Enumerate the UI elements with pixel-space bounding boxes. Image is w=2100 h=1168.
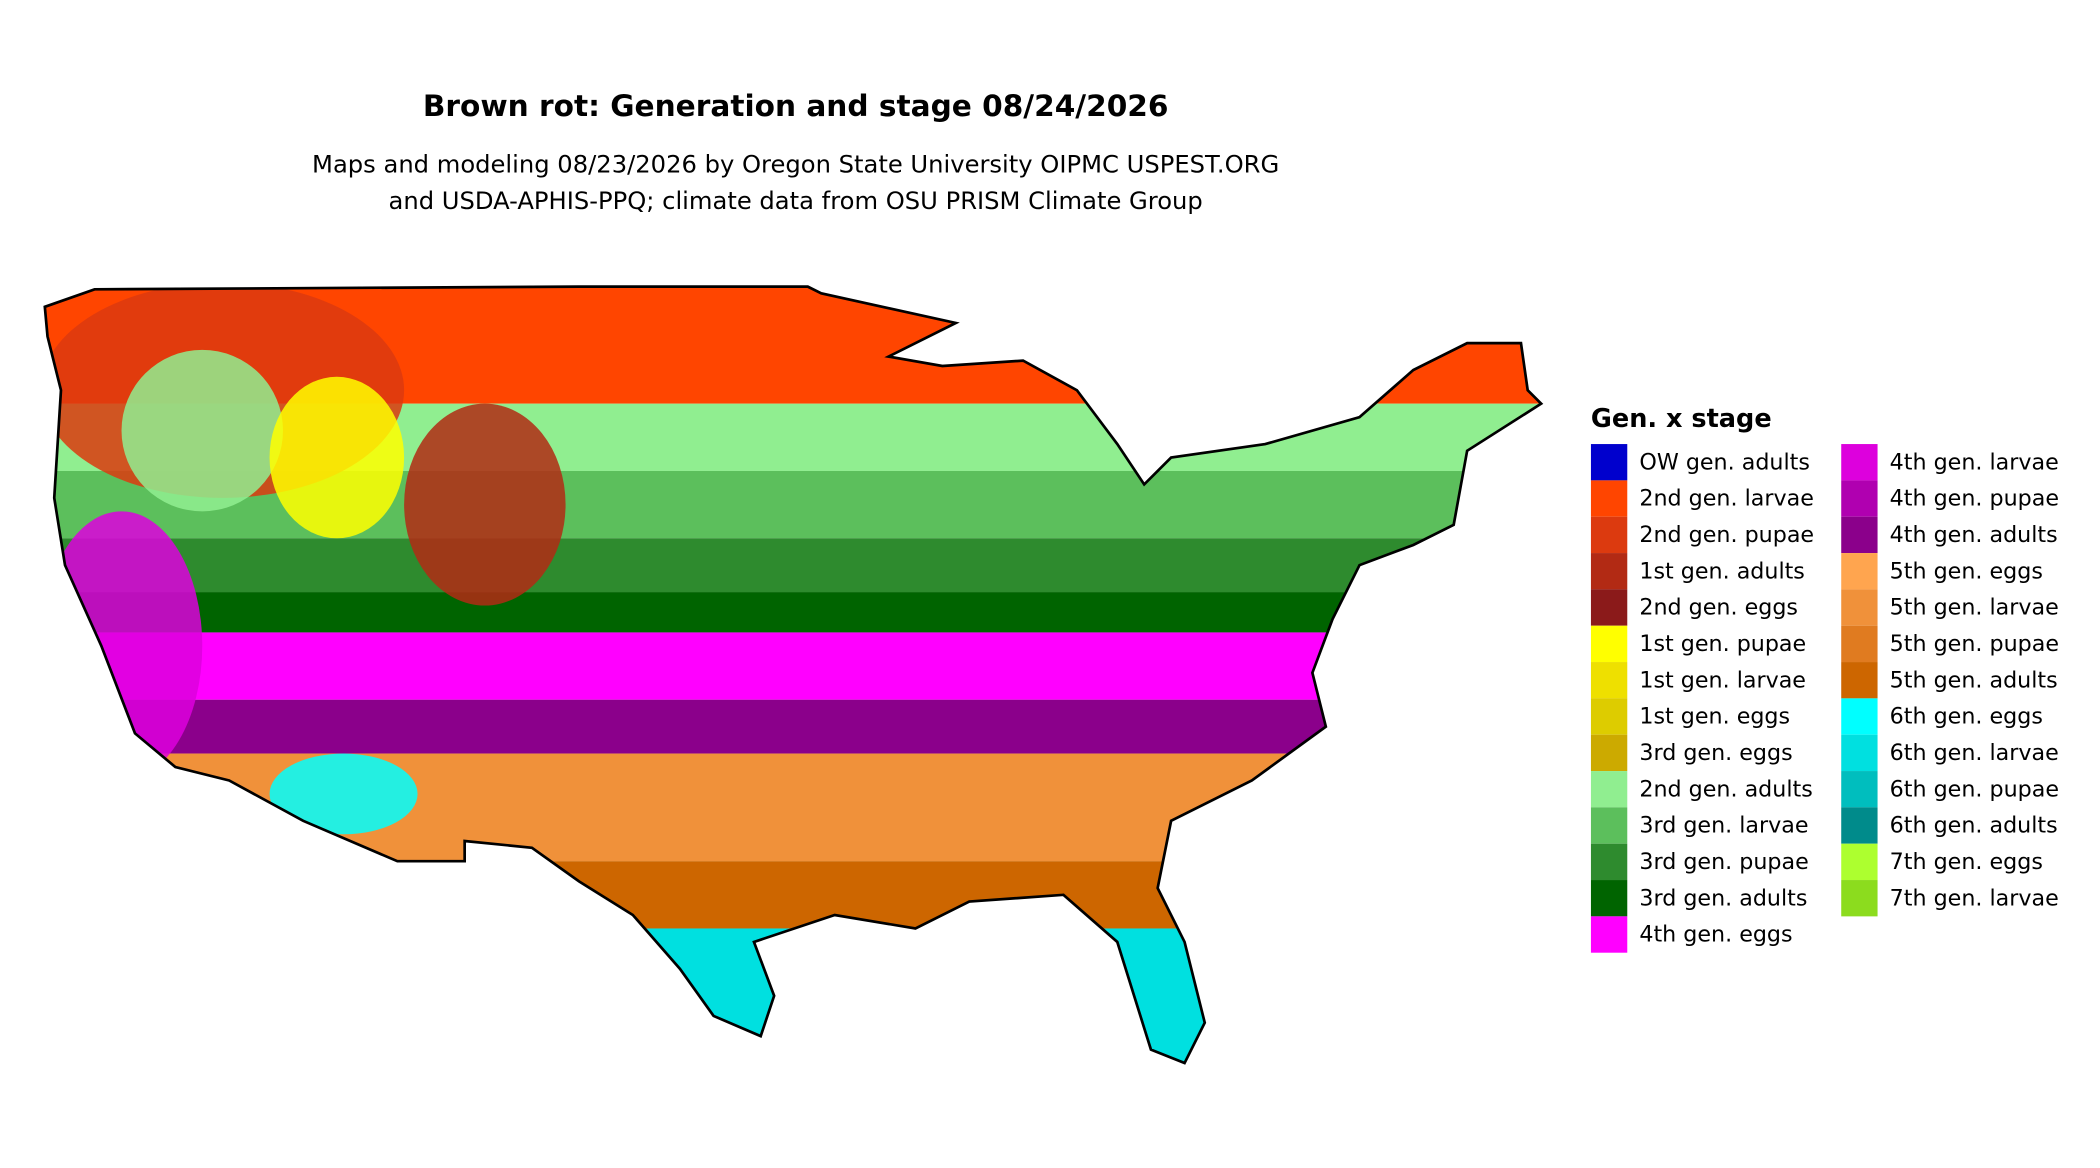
stage-zone <box>44 511 203 781</box>
legend-label: 1st gen. larvae <box>1639 667 1806 693</box>
legend-label: 6th gen. adults <box>1890 813 2058 839</box>
stage-zone <box>44 928 1542 1064</box>
legend-title: Gen. x stage <box>1591 404 1772 434</box>
stage-zone <box>44 753 1542 862</box>
legend-swatch <box>1841 589 1878 626</box>
stage-zone <box>44 861 1542 929</box>
stage-zone <box>44 699 1542 754</box>
legend-label: 6th gen. pupae <box>1890 776 2059 802</box>
legend-swatch <box>1590 516 1628 554</box>
legend-label: OW gen. adults <box>1639 449 1810 475</box>
stage-zone <box>44 592 1542 633</box>
legend-label: 4th gen. pupae <box>1890 486 2059 512</box>
legend-swatch <box>1841 843 1878 881</box>
legend-swatch <box>1841 444 1878 481</box>
legend-swatch <box>1590 444 1628 481</box>
legend-label: 5th gen. eggs <box>1890 558 2043 584</box>
legend-swatch <box>1590 662 1628 699</box>
legend-swatch <box>1590 553 1628 590</box>
legend-label: 6th gen. larvae <box>1890 740 2059 766</box>
map-title: Brown rot: Generation and stage 08/24/20… <box>423 89 1169 123</box>
legend-swatch <box>1590 916 1628 953</box>
legend-swatch <box>1841 771 1878 808</box>
legend-label: 2nd gen. pupae <box>1639 522 1814 548</box>
legend-label: 4th gen. adults <box>1890 522 2058 548</box>
legend-swatch <box>1841 516 1878 554</box>
map-area <box>44 286 1542 1064</box>
stage-zone <box>44 632 1542 700</box>
legend-swatch <box>1841 734 1878 772</box>
legend-swatch <box>1590 625 1628 663</box>
legend-label: 6th gen. eggs <box>1890 704 2043 730</box>
legend-swatch <box>1841 625 1878 663</box>
legend-label: 3rd gen. pupae <box>1639 849 1808 875</box>
legend-label: 1st gen. adults <box>1639 558 1805 584</box>
stage-zone <box>121 349 283 512</box>
legend-swatch <box>1590 771 1628 808</box>
map-subtitle: Maps and modeling 08/23/2026 by Oregon S… <box>312 151 1279 179</box>
legend-swatch <box>1841 807 1878 844</box>
legend-swatch <box>1841 880 1878 917</box>
legend-label: 1st gen. pupae <box>1639 631 1806 657</box>
stage-zone <box>269 753 418 835</box>
legend-swatch <box>1590 480 1628 517</box>
legend-label: 4th gen. eggs <box>1639 922 1792 948</box>
legend-label: 7th gen. eggs <box>1890 849 2043 875</box>
legend-swatch <box>1841 698 1878 735</box>
legend-label: 3rd gen. adults <box>1639 885 1807 911</box>
legend-swatch <box>1590 589 1628 626</box>
legend-label: 5th gen. larvae <box>1890 595 2059 621</box>
legend-label: 5th gen. pupae <box>1890 631 2059 657</box>
stage-zone <box>404 403 566 606</box>
legend-label: 2nd gen. larvae <box>1639 486 1813 512</box>
legend-swatch <box>1590 880 1628 917</box>
legend-label: 7th gen. larvae <box>1890 885 2059 911</box>
legend-label: 2nd gen. eggs <box>1639 595 1798 621</box>
legend-swatch <box>1841 480 1878 517</box>
legend-swatch <box>1590 734 1628 772</box>
legend-label: 4th gen. larvae <box>1890 449 2059 475</box>
legend-label: 3rd gen. eggs <box>1639 740 1792 766</box>
map-subtitle: and USDA-APHIS-PPQ; climate data from OS… <box>389 187 1203 215</box>
stage-zone <box>269 376 405 539</box>
us-outline <box>43 285 1544 1065</box>
legend-swatch <box>1590 843 1628 881</box>
legend: OW gen. adults 2nd gen. larvae 2nd gen. pu… <box>1590 444 2059 953</box>
legend-label: 3rd gen. larvae <box>1639 813 1808 839</box>
legend-swatch <box>1590 698 1628 735</box>
legend-label: 5th gen. adults <box>1890 667 2058 693</box>
legend-swatch <box>1590 807 1628 844</box>
stage-zone <box>44 538 1542 593</box>
legend-label: 1st gen. eggs <box>1639 704 1790 730</box>
legend-label: 2nd gen. adults <box>1639 776 1812 802</box>
legend-swatch <box>1841 553 1878 590</box>
legend-swatch <box>1841 662 1878 699</box>
